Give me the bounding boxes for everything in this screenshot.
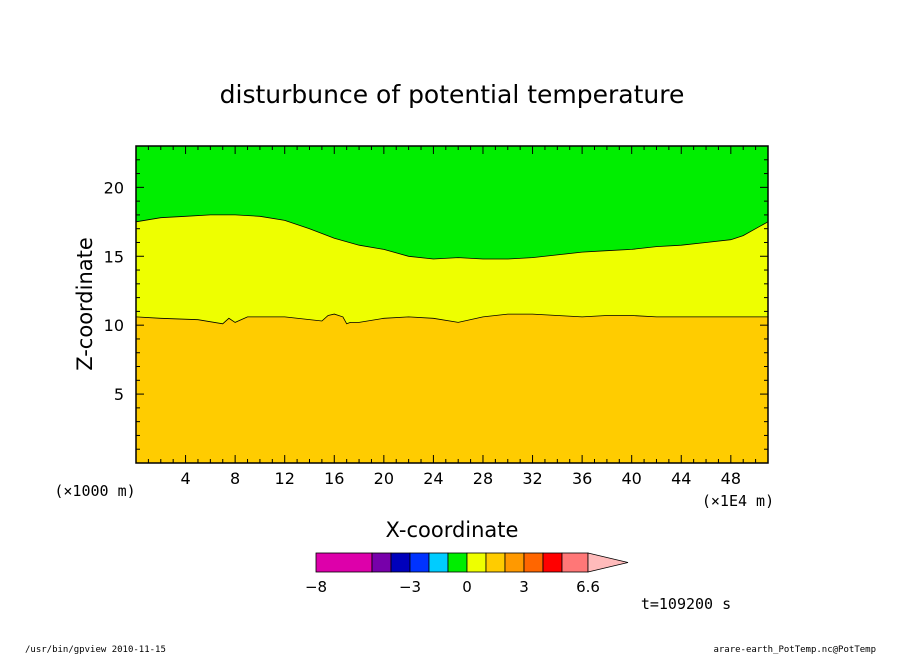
x-tick-label: 48 (721, 469, 741, 488)
x-tick-label: 24 (423, 469, 443, 488)
x-tick-label: 32 (522, 469, 542, 488)
x-axis-label: X-coordinate (386, 518, 519, 542)
x-axis-ticks (147, 146, 757, 463)
colorbar-segment (390, 552, 411, 573)
chart-title: disturbunce of potential temperature (220, 80, 685, 109)
plot-frame (135, 145, 769, 464)
region-upper-layer (136, 146, 768, 259)
colorbar-label: 3 (519, 578, 529, 596)
x-tick-label: 36 (572, 469, 592, 488)
colorbar-segment (485, 552, 506, 573)
y-tick-label: 15 (104, 247, 124, 266)
colorbar-segment (523, 552, 544, 573)
footer-right: arare-earth_PotTemp.nc@PotTemp (713, 645, 876, 654)
colorbar-arrow (587, 552, 629, 573)
x-tick-label: 40 (622, 469, 642, 488)
colorbar-segment (504, 552, 525, 573)
colorbar-label: 0 (462, 578, 472, 596)
y-tick-label: 20 (104, 178, 124, 197)
colorbar-segment (542, 552, 563, 573)
y-axis-tick-labels: 5 10 15 20 (104, 178, 124, 404)
contour-line-upper (135, 214, 769, 260)
colorbar-label: 6.6 (576, 578, 600, 596)
x-axis-tick-labels: 4 8 12 16 20 24 28 32 36 40 44 48 (180, 469, 741, 488)
colorbar-segment (428, 552, 449, 573)
x-tick-label: 16 (324, 469, 344, 488)
x-tick-label: 8 (230, 469, 240, 488)
colorbar-segment (447, 552, 468, 573)
x-tick-label: 12 (275, 469, 295, 488)
colorbar (315, 552, 629, 573)
region-middle-layer (136, 214, 768, 324)
x-tick-label: 44 (671, 469, 691, 488)
colorbar-segment (315, 552, 373, 573)
colorbar-labels: −8 −3 0 3 6.6 (305, 578, 600, 596)
colorbar-segment (561, 552, 589, 573)
contour-line-lower (135, 313, 768, 325)
y-axis-label: Z-coordinate (73, 237, 97, 371)
x-unit-left: (×1000 m) (54, 482, 135, 500)
x-tick-label: 4 (180, 469, 190, 488)
colorbar-segment (409, 552, 430, 573)
x-tick-label: 28 (473, 469, 493, 488)
y-tick-label: 5 (114, 385, 124, 404)
y-tick-label: 10 (104, 316, 124, 335)
y-axis-ticks (136, 159, 768, 450)
footer-left: /usr/bin/gpview 2010-11-15 (25, 645, 166, 654)
colorbar-label: −8 (305, 578, 327, 596)
x-unit-right: (×1E4 m) (702, 492, 774, 510)
colorbar-segment (466, 552, 487, 573)
x-tick-label: 20 (374, 469, 394, 488)
colorbar-segment (371, 552, 392, 573)
colorbar-label: −3 (399, 578, 421, 596)
region-lower-layer (136, 314, 768, 463)
time-label: t=109200 s (641, 595, 731, 613)
plot-area (135, 145, 769, 464)
